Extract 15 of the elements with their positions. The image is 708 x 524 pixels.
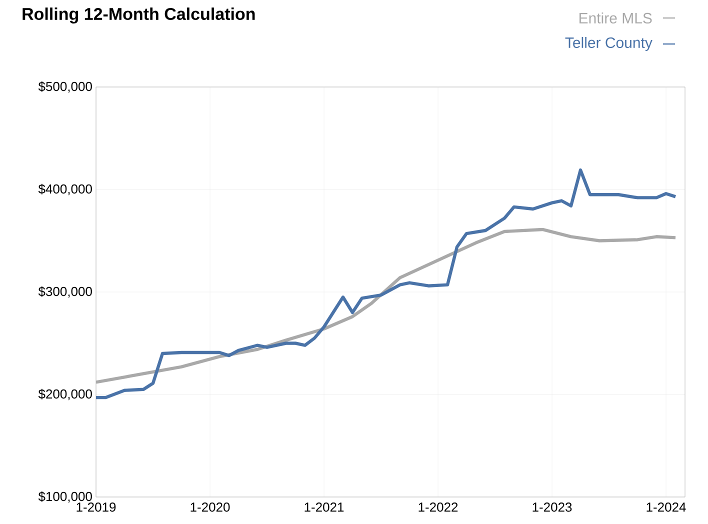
y-tick-label: $100,000 (38, 491, 92, 503)
chart-title: Rolling 12-Month Calculation (22, 8, 255, 24)
x-tick-label: 1-2019 (76, 502, 116, 512)
x-tick-label: 1-2023 (532, 502, 572, 512)
line-series (96, 168, 678, 400)
y-tick-label: $200,000 (38, 388, 92, 400)
y-tick-label: $300,000 (38, 286, 92, 298)
legend-label: Entire MLS (580, 12, 652, 24)
x-tick-label: 1-2022 (418, 502, 458, 512)
x-tick-label: 1-2024 (646, 502, 686, 512)
legend-label: Teller County (565, 37, 652, 51)
y-tick-label: $400,000 (38, 184, 92, 196)
x-tick-label: 1-2020 (190, 502, 230, 512)
x-tick-label: 1-2021 (304, 502, 344, 512)
y-tick-label: $500,000 (38, 81, 92, 93)
